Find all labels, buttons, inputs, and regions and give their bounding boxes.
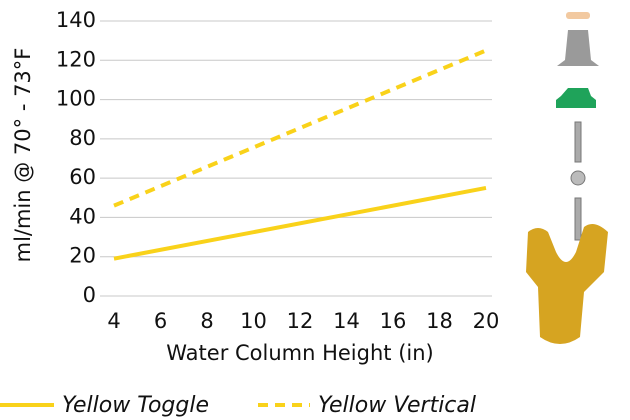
x-tick-label: 6 [154,309,167,333]
y-tick-label: 100 [56,87,96,111]
y-tick-label: 80 [69,126,96,150]
x-tick-label: 8 [200,309,213,333]
x-tick-label: 16 [380,309,407,333]
series-line [113,185,487,261]
x-tick-label: 12 [287,309,314,333]
y-tick-label: 140 [56,8,96,32]
y-axis-label: ml/min @ 70° - 73°F [11,48,35,263]
legend-label: Yellow Toggle [62,393,209,418]
y-tick-label: 40 [69,204,96,228]
series-line [113,48,487,208]
y-tick-label: 120 [56,47,96,71]
y-tick-label: 0 [83,283,96,307]
legend-label: Yellow Vertical [318,393,476,418]
x-tick-label: 4 [107,309,120,333]
x-axis-label: Water Column Height (in) [166,341,433,365]
x-tick-label: 14 [333,309,360,333]
y-tick-label: 20 [69,244,96,268]
x-tick-label: 20 [473,309,500,333]
illustration [526,12,608,344]
x-tick-label: 10 [240,309,267,333]
x-tick-label: 18 [426,309,453,333]
y-tick-label: 60 [69,165,96,189]
